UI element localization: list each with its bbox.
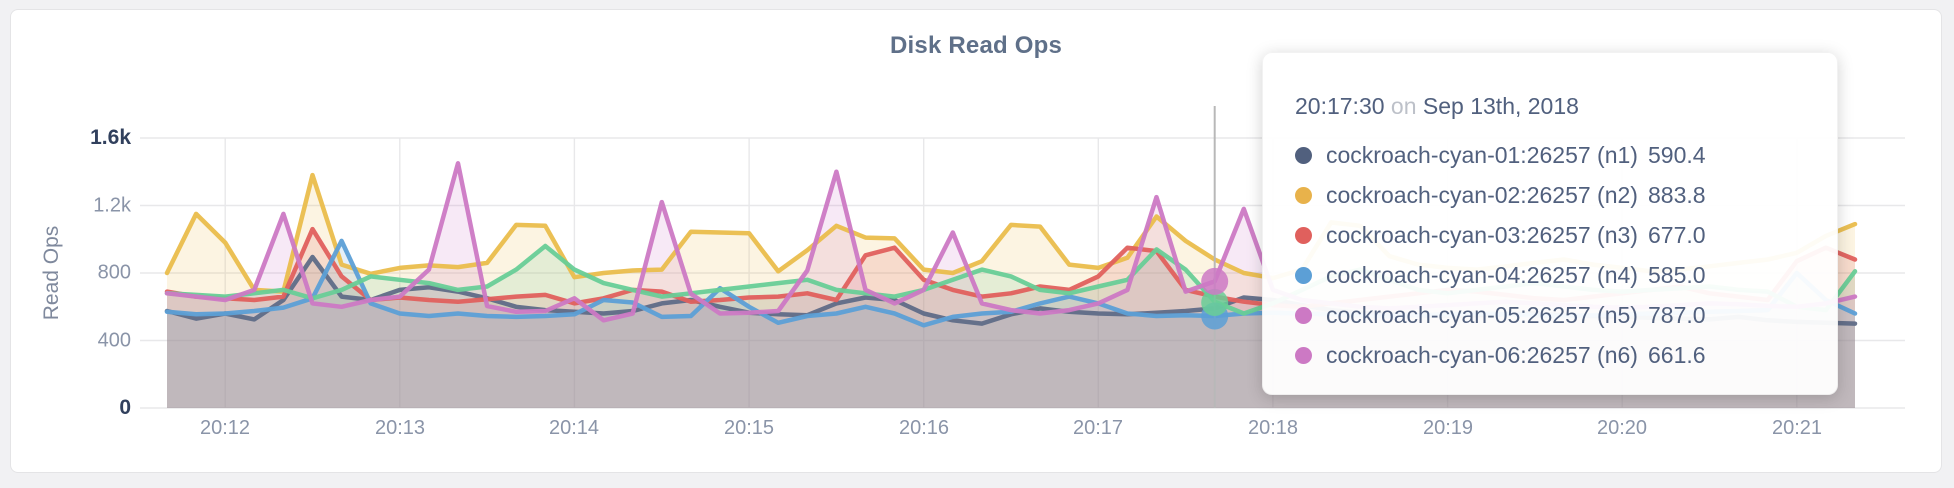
tooltip-series-value: 677.0 xyxy=(1648,221,1706,248)
tooltip-row-n1: cockroach-cyan-01:26257 (n1) 590.4 xyxy=(1295,135,1807,175)
series-dot-n6-icon xyxy=(1295,346,1312,364)
tooltip-series-value: 590.4 xyxy=(1648,141,1706,168)
series-dot-n4-icon xyxy=(1295,266,1312,284)
y-tick-0: 0 xyxy=(119,396,131,419)
tooltip-time: 20:17:30 xyxy=(1295,93,1385,119)
x-tick-2019: 20:19 xyxy=(1422,417,1474,439)
tooltip-row-n5: cockroach-cyan-05:26257 (n5) 787.0 xyxy=(1295,295,1807,335)
chart-title: Disk Read Ops xyxy=(890,32,1062,59)
tooltip-timestamp: 20:17:30 on Sep 13th, 2018 xyxy=(1295,91,1807,121)
x-tick-2014: 20:14 xyxy=(548,417,600,439)
tooltip-series-value: 661.6 xyxy=(1648,341,1706,368)
x-tick-2012: 20:12 xyxy=(199,417,251,439)
tooltip-series-label: cockroach-cyan-06:26257 (n6) xyxy=(1326,341,1638,368)
y-tick-400: 400 xyxy=(97,329,131,352)
series-dot-n3-icon xyxy=(1295,226,1312,244)
tooltip-series-label: cockroach-cyan-02:26257 (n2) xyxy=(1326,181,1638,208)
tooltip-series-label: cockroach-cyan-03:26257 (n3) xyxy=(1326,221,1638,248)
y-tick-1200: 1.2k xyxy=(93,194,131,217)
x-tick-2016: 20:16 xyxy=(898,417,950,439)
y-tick-1600: 1.6k xyxy=(90,126,131,149)
series-dot-n1-icon xyxy=(1295,146,1312,164)
tooltip-series-label: cockroach-cyan-01:26257 (n1) xyxy=(1326,141,1638,168)
hover-dot-n5 xyxy=(1201,289,1229,316)
hover-dot-n6 xyxy=(1201,267,1229,295)
x-tick-2018: 20:18 xyxy=(1247,417,1299,439)
x-tick-2021: 20:21 xyxy=(1771,417,1823,439)
tooltip-series-value: 585.0 xyxy=(1648,261,1706,288)
tooltip-row-n4: cockroach-cyan-04:26257 (n4) 585.0 xyxy=(1295,255,1807,295)
tooltip-series-label: cockroach-cyan-04:26257 (n4) xyxy=(1326,261,1638,288)
tooltip-series-label: cockroach-cyan-05:26257 (n5) xyxy=(1326,301,1638,328)
tooltip-row-n2: cockroach-cyan-02:26257 (n2) 883.8 xyxy=(1295,175,1807,215)
tooltip-conjunction: on xyxy=(1390,93,1417,119)
series-dot-n5-icon xyxy=(1295,306,1312,324)
tooltip-series-value: 787.0 xyxy=(1648,301,1706,328)
x-tick-2013: 20:13 xyxy=(374,417,426,439)
tooltip-series-value: 883.8 xyxy=(1648,181,1706,208)
x-tick-2020: 20:20 xyxy=(1596,417,1648,439)
y-tick-800: 800 xyxy=(97,261,131,284)
tooltip-date: Sep 13th, 2018 xyxy=(1422,93,1579,119)
hover-tooltip: 20:17:30 on Sep 13th, 2018 cockroach-cya… xyxy=(1262,52,1838,395)
series-dot-n2-icon xyxy=(1295,186,1312,204)
x-tick-2017: 20:17 xyxy=(1072,417,1124,439)
tooltip-row-n6: cockroach-cyan-06:26257 (n6) 661.6 xyxy=(1295,335,1807,375)
tooltip-row-n3: cockroach-cyan-03:26257 (n3) 677.0 xyxy=(1295,215,1807,255)
x-tick-2015: 20:15 xyxy=(723,417,775,439)
